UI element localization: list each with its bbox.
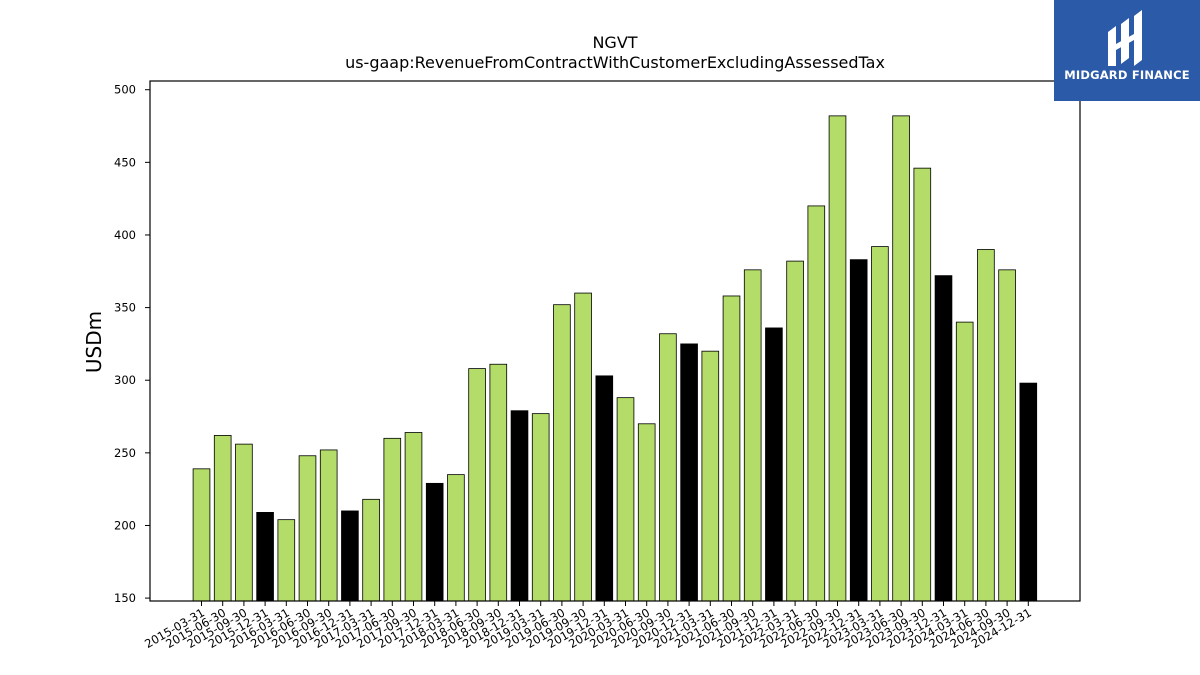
bar-2023-03-31 <box>871 246 889 602</box>
bar-2016-06-30 <box>298 455 317 602</box>
bar-2020-03-31 <box>616 397 635 602</box>
bar-2020-12-31 <box>680 343 698 602</box>
bar-2015-06-30 <box>213 435 232 602</box>
y-axis-label: USDm <box>82 311 106 373</box>
y-tick-label: 200 <box>114 518 136 532</box>
bar-2016-12-31 <box>341 510 359 602</box>
bar-2018-09-30 <box>489 363 508 602</box>
bar-2022-12-31 <box>849 259 868 602</box>
bar-2024-09-30 <box>998 269 1016 602</box>
bar-2015-09-30 <box>235 443 253 602</box>
bar-2018-06-30 <box>468 368 486 602</box>
y-tick-label: 350 <box>114 301 136 315</box>
bar-2023-09-30 <box>913 167 932 602</box>
bar-2019-09-30 <box>574 292 592 602</box>
bar-2024-06-30 <box>977 249 995 602</box>
bar-2022-09-30 <box>828 115 847 602</box>
y-tick-label: 500 <box>114 83 136 97</box>
bar-2017-12-31 <box>425 482 444 602</box>
chart-subtitle: us-gaap:RevenueFromContractWithCustomerE… <box>345 53 885 72</box>
chart-title: NGVT <box>592 33 637 52</box>
plot-frame <box>149 80 1081 602</box>
bar-2024-12-31 <box>1019 382 1038 602</box>
bars-group <box>192 115 1038 602</box>
y-tick-label: 150 <box>114 591 136 605</box>
bar-2023-06-30 <box>892 115 910 602</box>
bar-2021-12-31 <box>765 327 783 602</box>
bar-2017-06-30 <box>383 437 402 602</box>
y-tick-label: 400 <box>114 228 136 242</box>
bar-2021-03-31 <box>701 350 720 602</box>
bar-2021-09-30 <box>743 269 762 602</box>
bar-2022-03-31 <box>786 260 804 602</box>
bar-2019-03-31 <box>531 413 550 602</box>
bar-2019-06-30 <box>553 304 571 602</box>
x-axis-ticks: 2015-03-312015-06-302015-09-302015-12-31… <box>142 601 1034 651</box>
bar-2015-03-31 <box>192 468 211 602</box>
bar-2020-06-30 <box>637 423 656 602</box>
midgard-logo-icon <box>1108 10 1142 66</box>
bar-2018-12-31 <box>510 410 529 602</box>
y-tick-label: 300 <box>114 373 136 387</box>
bar-2015-12-31 <box>256 512 274 602</box>
bar-2021-06-30 <box>722 295 741 602</box>
bar-2022-06-30 <box>807 205 826 602</box>
bar-2019-12-31 <box>595 375 614 602</box>
bar-2016-09-30 <box>319 449 338 602</box>
midgard-finance-logo: MIDGARD FINANCE <box>1054 0 1200 101</box>
y-tick-label: 450 <box>114 155 136 169</box>
y-axis-ticks: 150 200 250 300 350 400 450 500 <box>114 83 150 605</box>
bar-2023-12-31 <box>934 275 953 602</box>
bar-2017-03-31 <box>362 498 380 602</box>
bar-2020-09-30 <box>659 333 677 602</box>
bar-2017-09-30 <box>404 432 423 602</box>
bar-2016-03-31 <box>277 519 296 602</box>
y-tick-label: 250 <box>114 446 136 460</box>
logo-wordmark: MIDGARD FINANCE <box>1064 68 1190 82</box>
bar-2024-03-31 <box>955 321 974 602</box>
bar-2018-03-31 <box>447 474 465 602</box>
